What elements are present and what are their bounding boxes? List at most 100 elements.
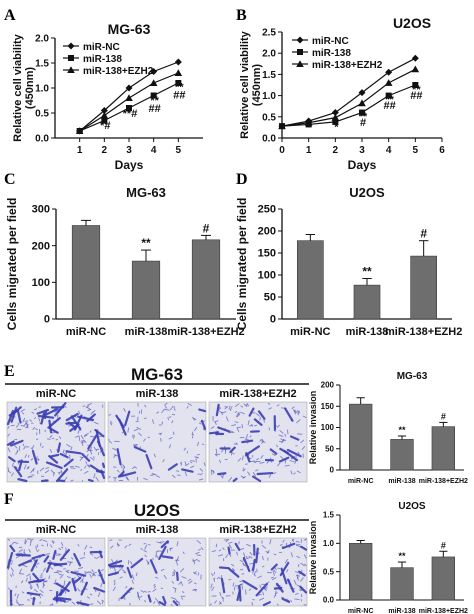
stained-cell [217, 554, 223, 557]
y-tick-label: 200 [32, 240, 50, 252]
y-tick-label: 1.5 [35, 59, 49, 70]
stained-cell [299, 585, 308, 594]
legend-marker [296, 36, 304, 44]
stained-cell [113, 567, 117, 572]
stained-cell [187, 403, 192, 406]
stained-cell [151, 472, 157, 476]
stained-cell [270, 576, 275, 579]
stained-cell [199, 468, 204, 472]
x-tick-label: 2 [333, 145, 339, 156]
stained-cell [164, 402, 168, 406]
stained-cell [64, 405, 67, 408]
significance-mark: ## [410, 90, 422, 102]
stained-cell [153, 585, 156, 589]
y-tick-label: 2.5 [262, 28, 276, 39]
stained-cell [153, 583, 156, 587]
stained-cell [236, 413, 241, 418]
category-label: miR-NC [348, 478, 374, 485]
stained-cell [228, 544, 232, 549]
stained-cell [149, 559, 158, 574]
stained-cell [236, 427, 240, 432]
legend-label: miR-138+EZH2 [312, 60, 383, 71]
stained-cell [295, 592, 299, 595]
x-tick-label: 4 [386, 145, 392, 156]
y-tick-label: 0.0 [35, 134, 49, 145]
stained-cell [243, 552, 246, 558]
significance-mark: *# [100, 120, 110, 132]
stained-cell [232, 452, 235, 455]
bar [390, 439, 414, 471]
y-tick-label: 0 [330, 466, 335, 475]
stained-cell [42, 583, 45, 589]
data-point [278, 122, 286, 130]
stained-cell [23, 464, 27, 470]
stained-cell [136, 592, 140, 598]
stained-cell [153, 601, 156, 604]
stained-cell [49, 448, 53, 453]
stained-cell [86, 453, 89, 458]
stained-cell [26, 591, 30, 594]
y-tick-label: 100 [258, 270, 276, 282]
stained-cell [75, 601, 79, 605]
stained-cell [80, 578, 84, 583]
micrograph-panel-f: U2OS miR-NC miR-138 miR-138+EZH2 [5, 501, 309, 607]
stained-cell [259, 584, 262, 589]
stained-cell [268, 407, 272, 410]
stained-cell [158, 545, 167, 561]
data-point [100, 111, 109, 119]
stained-cell [80, 589, 83, 593]
stained-cell [279, 429, 284, 434]
stained-cell [252, 472, 256, 477]
stained-cell [192, 588, 198, 591]
micrograph-label: miR-138 [136, 524, 179, 536]
stained-cell [151, 419, 155, 425]
stained-cell [296, 555, 301, 559]
stained-cell [249, 424, 253, 427]
stained-cell [173, 569, 176, 573]
stained-cell [10, 562, 13, 565]
stained-cell [28, 548, 31, 553]
stained-cell [257, 410, 266, 420]
significance-mark: # [203, 221, 210, 235]
stained-cell [293, 579, 297, 585]
stained-cell [156, 541, 162, 544]
stained-cell [260, 454, 264, 459]
stained-cell [59, 436, 62, 440]
stained-cell [123, 408, 126, 412]
stained-cell [93, 446, 98, 452]
stained-cell [93, 557, 98, 559]
stained-cell [26, 466, 29, 469]
stained-cell [243, 468, 246, 472]
stained-cell [295, 543, 301, 546]
stained-cell [36, 549, 40, 553]
stained-cell [62, 449, 65, 454]
y-tick-label: 50 [264, 292, 276, 304]
stained-cell [215, 448, 218, 454]
stained-cell [255, 469, 259, 472]
stained-cell [231, 424, 237, 427]
stained-cell [182, 591, 185, 593]
stained-cell [95, 470, 105, 474]
stained-cell [130, 561, 133, 565]
stained-cell [20, 425, 25, 427]
y-tick-label: 150 [321, 402, 335, 411]
data-point [174, 69, 183, 76]
stained-cell [290, 455, 296, 459]
stained-cell [239, 583, 244, 585]
stained-cell [21, 591, 25, 594]
stained-cell [72, 414, 77, 418]
stained-cell [225, 416, 229, 422]
stained-cell [89, 593, 93, 596]
stained-cell [229, 554, 232, 557]
y-tick-label: 100 [32, 277, 50, 289]
micrograph-label: miR-138+EZH2 [219, 524, 296, 536]
stained-cell [75, 465, 80, 468]
stained-cell [35, 428, 38, 431]
stained-cell [178, 581, 182, 585]
stained-cell [15, 555, 21, 559]
stained-cell [160, 438, 162, 442]
x-tick-label: 1 [77, 145, 83, 156]
data-point [75, 127, 84, 134]
stained-cell [85, 461, 87, 465]
stained-cell [255, 413, 261, 417]
